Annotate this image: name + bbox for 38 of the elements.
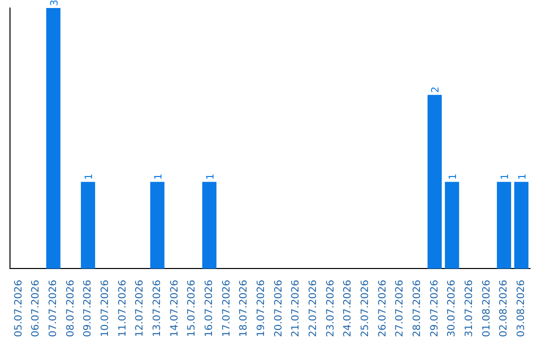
x-tick-label: 11.07.2026 [117,280,128,338]
x-tick-label: 31.07.2026 [464,280,475,338]
data-label: 1 [153,173,164,180]
x-tick-label: 25.07.2026 [360,280,371,338]
x-tick-label: 29.07.2026 [429,280,440,338]
x-tick-label: 14.07.2026 [169,280,180,338]
data-label: 1 [517,173,528,180]
x-tick-label: 23.07.2026 [325,280,336,338]
x-tick-label: 28.07.2026 [412,280,423,338]
x-tick-label: 06.07.2026 [30,280,42,338]
x-tick-label: 05.07.2026 [13,280,24,338]
x-tick-label: 02.08.2026 [498,280,510,338]
x-tick-label: 13.07.2026 [152,280,163,338]
x-tick-label: 19.07.2026 [256,280,267,338]
data-label: 3 [49,0,60,6]
x-tick-label: 18.07.2026 [238,280,250,338]
data-label: 1 [84,173,95,180]
x-tick-label: 21.07.2026 [290,280,302,338]
x-tick-label: 17.07.2026 [221,280,232,338]
x-tick-label: 27.07.2026 [394,280,406,338]
x-tick-label: 09.07.2026 [82,280,94,338]
x-tick-label: 12.07.2026 [134,280,146,338]
x-tick-label: 24.07.2026 [342,280,354,338]
x-tick-label: 07.07.2026 [48,280,59,338]
data-label: 2 [430,86,442,93]
x-tick-label: 03.08.2026 [516,280,527,338]
x-tick-label: 16.07.2026 [204,280,215,338]
x-tick-label: 30.07.2026 [446,280,458,338]
x-tick-label: 10.07.2026 [100,280,111,338]
data-label: 1 [500,173,511,180]
data-label: 1 [205,173,216,180]
x-tick-label: 01.08.2026 [481,280,492,338]
data-label: 1 [448,173,459,180]
x-tick-label: 15.07.2026 [186,280,198,338]
x-tick-label: 22.07.2026 [308,280,319,338]
x-tick-label: 08.07.2026 [65,280,76,338]
x-tick-label: 26.07.2026 [377,280,388,338]
x-tick-label: 20.07.2026 [273,280,284,338]
